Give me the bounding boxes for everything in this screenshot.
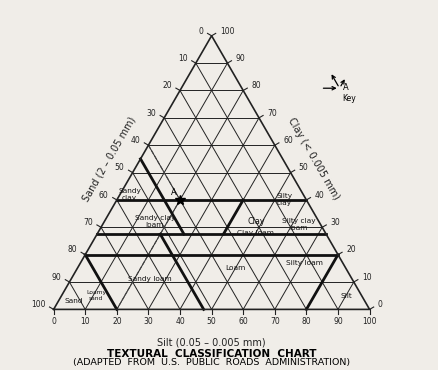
- Text: 100: 100: [361, 317, 376, 326]
- Text: Silt: Silt: [339, 293, 351, 299]
- Text: Silt (0.05 – 0.005 mm): Silt (0.05 – 0.005 mm): [157, 338, 265, 348]
- Text: 80: 80: [67, 245, 77, 255]
- Text: 100: 100: [219, 27, 234, 36]
- Text: 0: 0: [51, 317, 56, 326]
- Text: 40: 40: [130, 136, 140, 145]
- Text: Sand: Sand: [65, 298, 83, 304]
- Text: 10: 10: [80, 317, 90, 326]
- Text: 20: 20: [346, 245, 355, 255]
- Text: Key: Key: [342, 94, 356, 103]
- Text: 100: 100: [31, 300, 45, 309]
- Text: 0: 0: [198, 27, 203, 36]
- Text: 20: 20: [162, 81, 171, 90]
- Text: 0: 0: [377, 300, 382, 309]
- Text: Loamy
sand: Loamy sand: [86, 290, 106, 301]
- Text: 40: 40: [314, 191, 324, 200]
- Text: 30: 30: [330, 218, 339, 227]
- Text: Sandy
clay: Sandy clay: [118, 188, 141, 201]
- Text: Sandy loam: Sandy loam: [128, 276, 171, 282]
- Text: 80: 80: [251, 81, 261, 90]
- Text: Silty loam: Silty loam: [286, 260, 322, 266]
- Text: 90: 90: [332, 317, 342, 326]
- Text: Sandy clay
loam: Sandy clay loam: [134, 215, 174, 228]
- Text: 10: 10: [177, 54, 187, 63]
- Text: 20: 20: [112, 317, 121, 326]
- Text: 50: 50: [298, 163, 308, 172]
- Text: 40: 40: [175, 317, 184, 326]
- Text: 50: 50: [114, 163, 124, 172]
- Text: 60: 60: [283, 136, 292, 145]
- Text: 70: 70: [269, 317, 279, 326]
- Text: TEXTURAL  CLASSIFICATION  CHART: TEXTURAL CLASSIFICATION CHART: [106, 349, 316, 359]
- Text: Sand (2 – 0.05 mm): Sand (2 – 0.05 mm): [81, 115, 138, 204]
- Text: 10: 10: [361, 273, 371, 282]
- Text: A: A: [342, 83, 348, 92]
- Text: Clay loam: Clay loam: [237, 230, 274, 236]
- Text: 50: 50: [206, 317, 216, 326]
- Text: Loam: Loam: [225, 265, 245, 271]
- Text: Silty clay
loam: Silty clay loam: [281, 218, 314, 231]
- Text: 60: 60: [238, 317, 247, 326]
- Text: A: A: [170, 188, 176, 198]
- Text: 80: 80: [301, 317, 311, 326]
- Text: Clay: Clay: [247, 217, 264, 226]
- Text: (ADAPTED  FROM  U.S.  PUBLIC  ROADS  ADMINISTRATION): (ADAPTED FROM U.S. PUBLIC ROADS ADMINIST…: [73, 359, 350, 367]
- Text: Clay (< 0.005 mm): Clay (< 0.005 mm): [286, 117, 341, 202]
- Text: 60: 60: [99, 191, 108, 200]
- Text: 70: 70: [83, 218, 92, 227]
- Text: 30: 30: [146, 109, 155, 118]
- Text: 30: 30: [143, 317, 153, 326]
- Text: Silty
clay: Silty clay: [276, 194, 292, 206]
- Text: 90: 90: [235, 54, 245, 63]
- Text: 70: 70: [267, 109, 276, 118]
- Text: 90: 90: [51, 273, 61, 282]
